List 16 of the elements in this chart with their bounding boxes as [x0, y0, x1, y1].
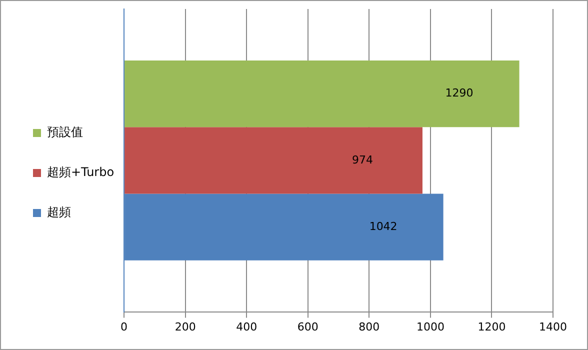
x-tick-label: 800 [358, 320, 380, 334]
x-tick-label: 0 [120, 320, 128, 334]
x-tick-label: 400 [236, 320, 258, 334]
bar [124, 60, 520, 128]
legend-label: 超頻+Turbo [47, 165, 114, 180]
data-label: 974 [352, 153, 373, 166]
legend-label: 預設值 [47, 125, 83, 140]
x-tick-label: 1400 [539, 320, 567, 334]
data-label: 1042 [369, 220, 398, 233]
x-tick-label: 600 [297, 320, 318, 334]
x-tick-label: 1200 [478, 320, 506, 334]
data-label: 1290 [445, 86, 474, 100]
legend-label: 超頻 [47, 205, 71, 220]
x-tick-label: 200 [174, 320, 196, 334]
bar [124, 127, 422, 194]
x-tick-label: 1000 [416, 320, 444, 334]
